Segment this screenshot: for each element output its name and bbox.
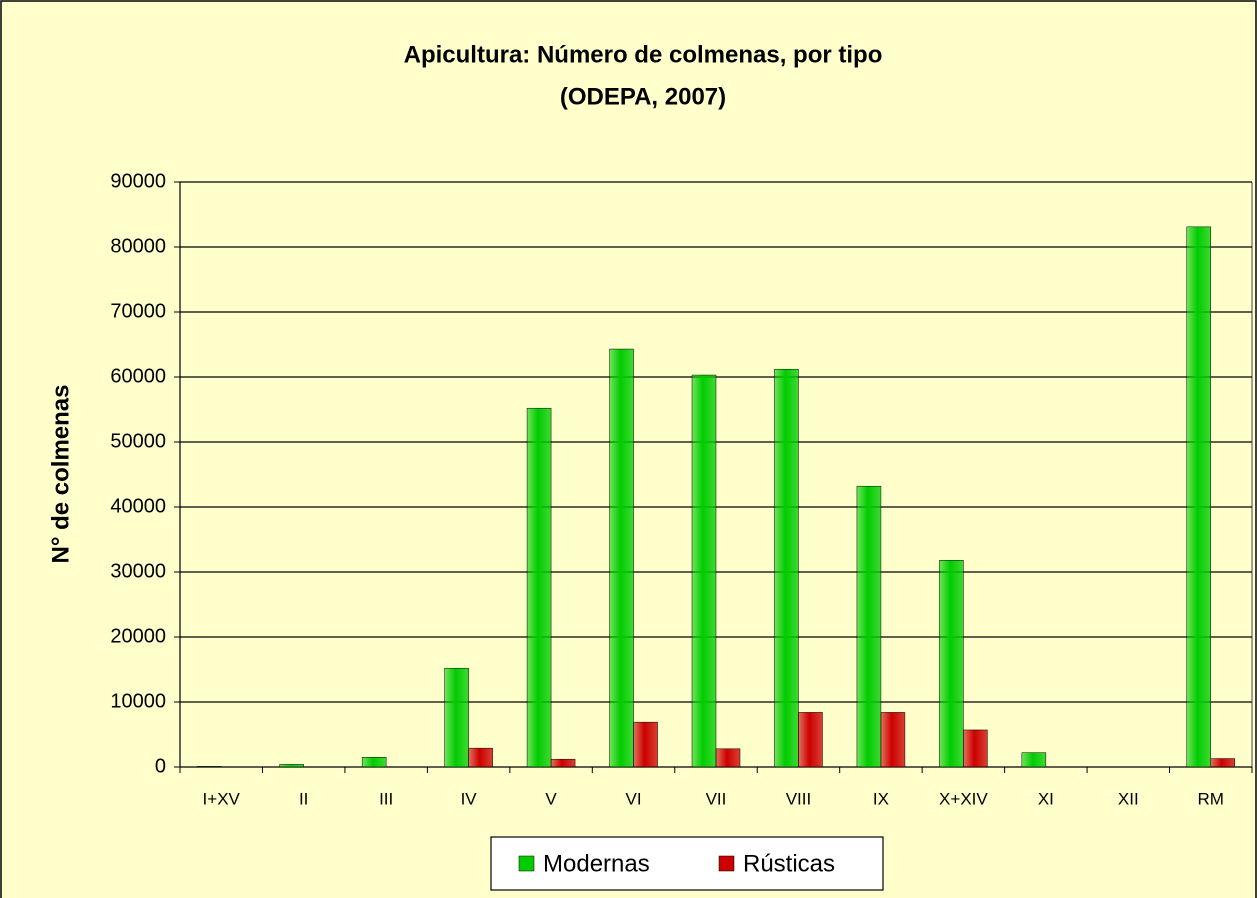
chart-title: Apicultura: Número de colmenas, por tipo [404,41,883,68]
bar [774,368,799,768]
bar [526,407,552,768]
x-tick-label: III [379,789,393,808]
legend-box [490,836,884,891]
bar [1186,226,1212,768]
bar [715,748,741,768]
bar [609,348,634,768]
x-tick-label: II [299,789,308,808]
y-tick-label: 70000 [110,300,166,322]
legend-label: Modernas [543,850,650,877]
bar [963,729,988,768]
x-tick-label: XII [1118,789,1139,808]
x-tick-label: XI [1038,789,1054,808]
y-tick-label: 40000 [110,495,166,517]
x-tick-label: RM [1198,789,1224,808]
bar [1021,752,1047,768]
y-tick-label: 10000 [110,690,166,712]
y-axis-label: N° de colmenas [47,385,74,564]
bar [1210,758,1236,768]
bar [550,758,576,768]
y-tick-label: 60000 [110,365,166,387]
bar [361,757,387,768]
x-tick-label: VIII [786,789,812,808]
y-tick-label: 80000 [110,235,166,257]
bar [279,764,304,768]
bar [633,721,658,768]
legend-label: Rústicas [743,850,835,877]
legend-swatch [718,855,735,872]
x-tick-label: V [545,789,557,808]
bar [196,766,222,768]
bar [939,560,964,768]
legend-swatch [518,855,535,872]
x-tick-label: VI [626,789,642,808]
bar [444,667,469,768]
y-tick-label: 20000 [110,625,166,647]
x-tick-label: I+XV [203,789,241,808]
x-tick-label: IX [873,789,889,808]
bar [880,712,906,768]
x-tick-label: VII [706,789,727,808]
bar [468,747,493,768]
x-tick-label: X+XIV [939,789,988,808]
x-tick-label: IV [461,789,478,808]
y-tick-label: 90000 [110,170,166,192]
y-tick-label: 50000 [110,430,166,452]
bar [691,374,717,768]
y-tick-label: 0 [155,755,166,777]
bar [856,485,882,768]
bar [798,712,823,768]
y-tick-label: 30000 [110,560,166,582]
chart-subtitle: (ODEPA, 2007) [560,83,726,110]
